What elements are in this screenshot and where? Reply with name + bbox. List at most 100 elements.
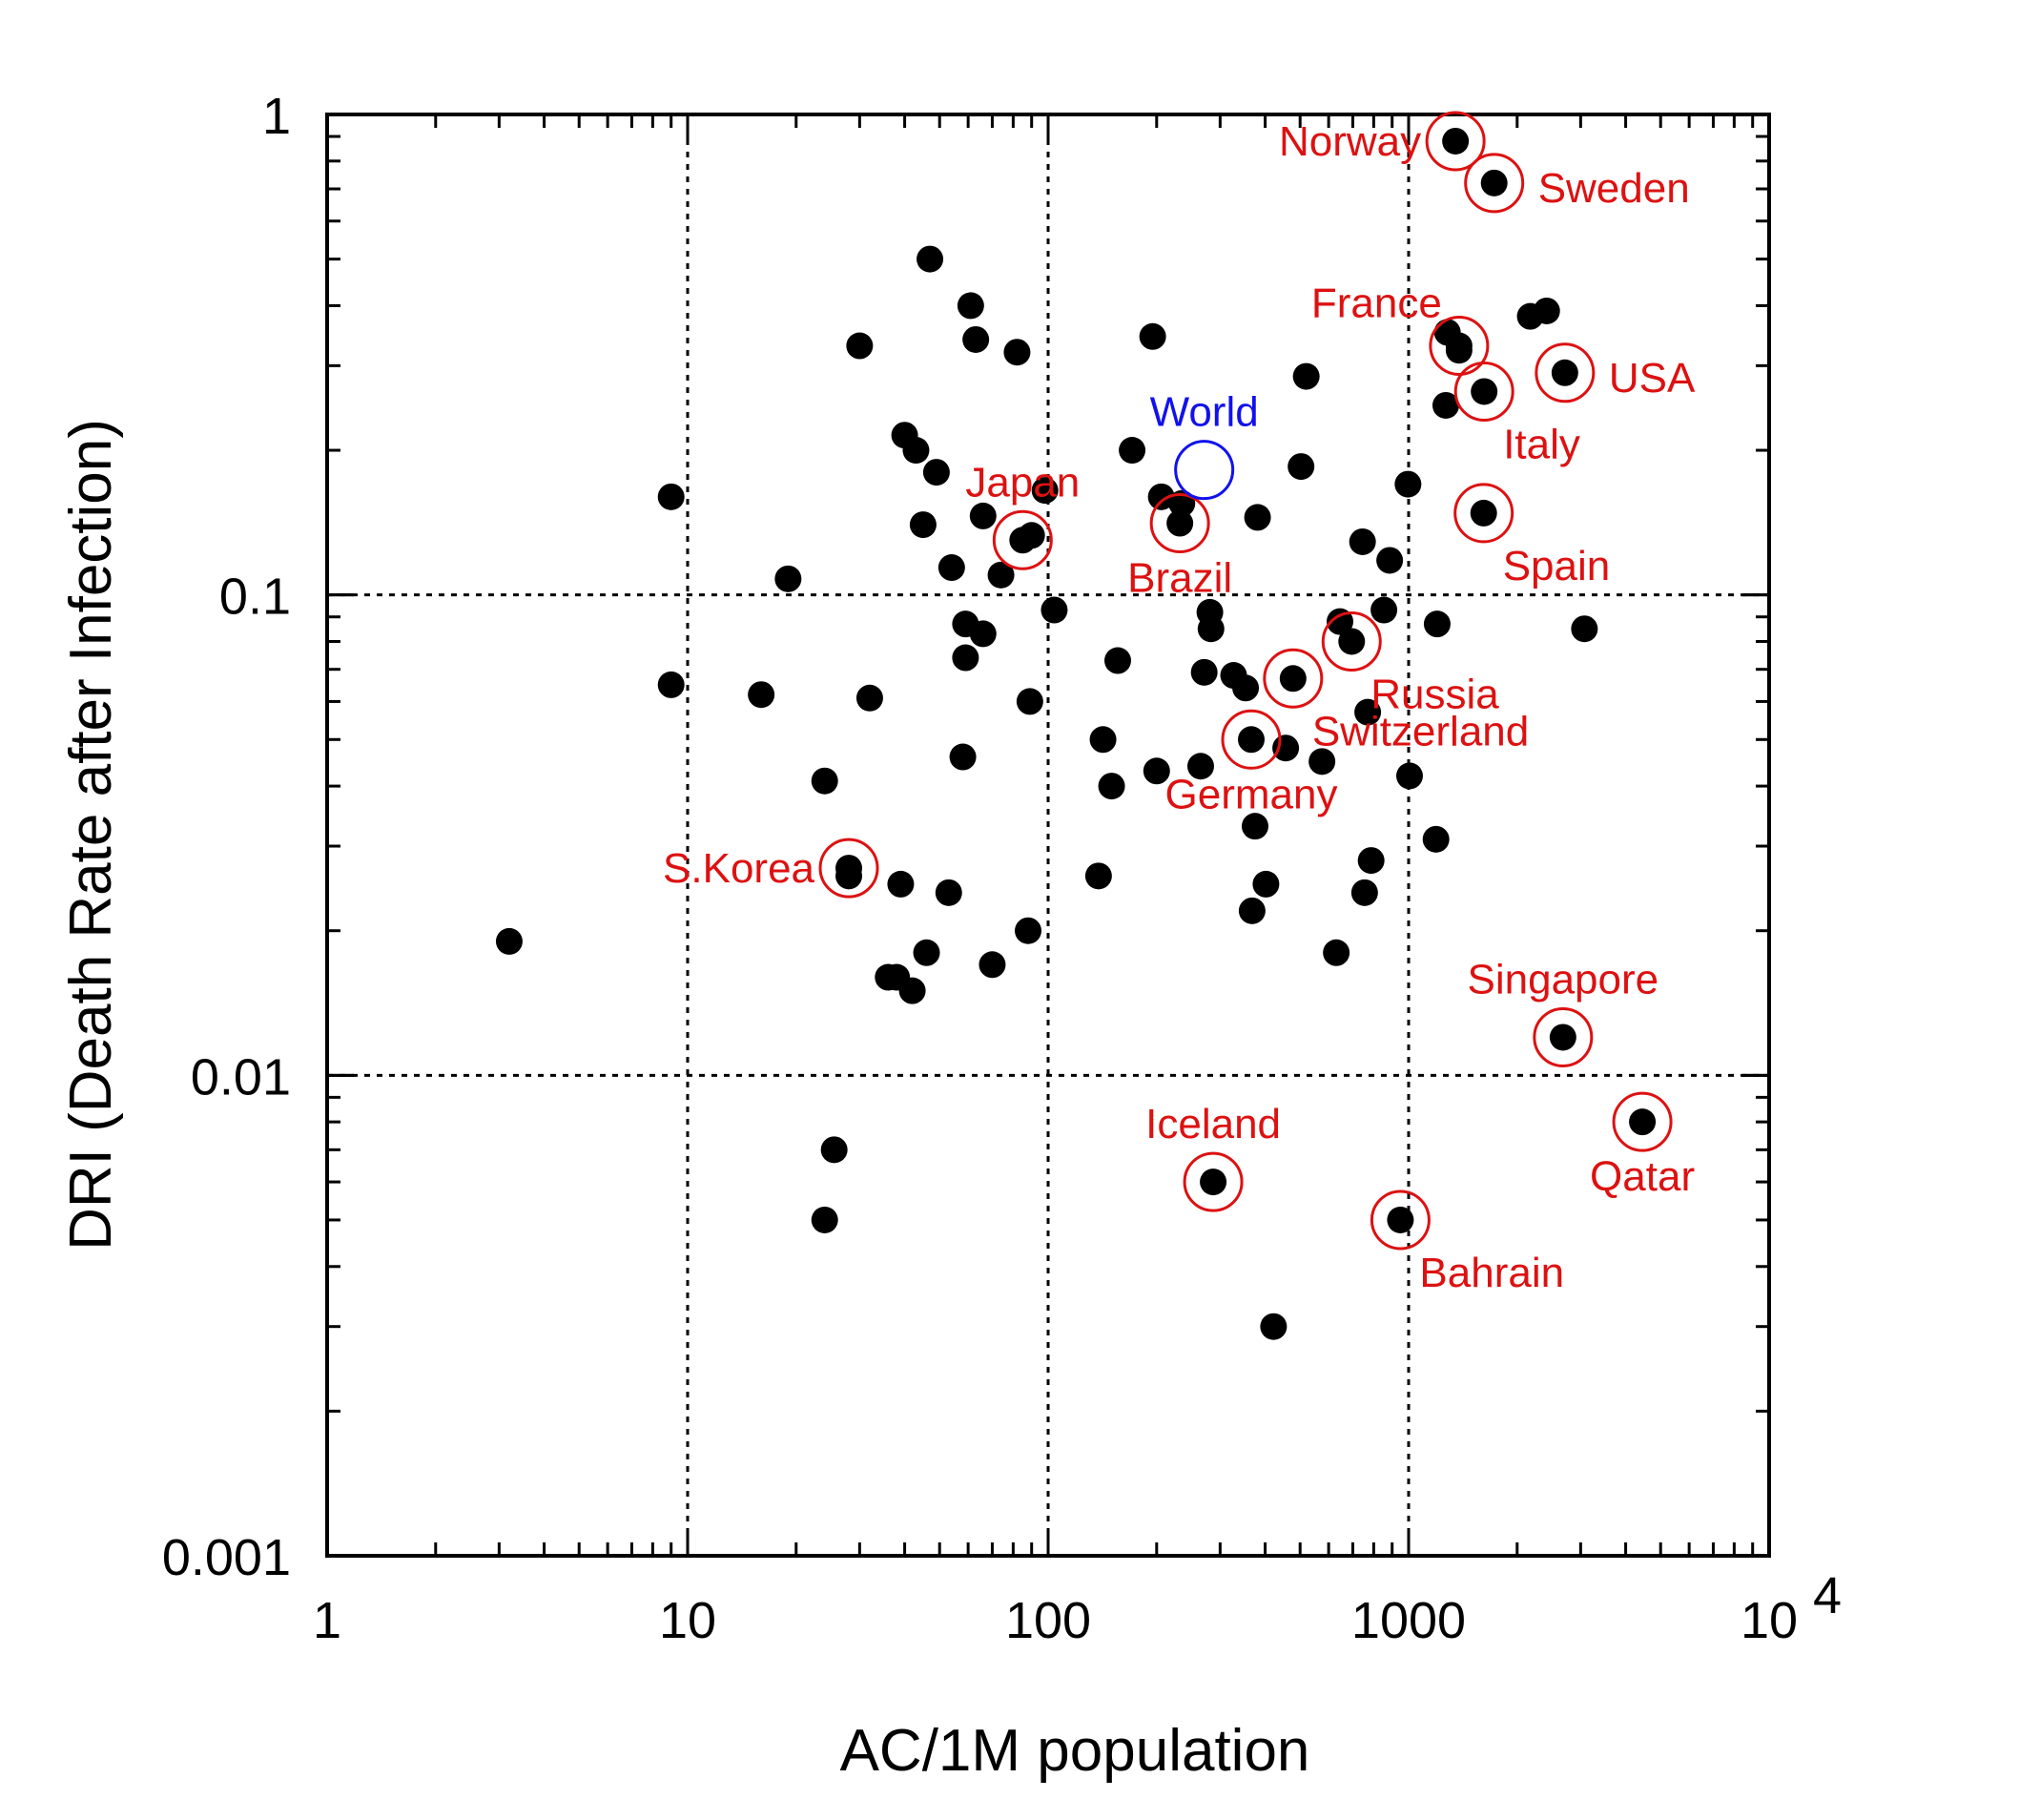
data-point: [1323, 939, 1350, 966]
highlight-ring: [818, 838, 879, 899]
annotation-label: Japan: [965, 459, 1080, 506]
annotation-label: Switzerland: [1312, 708, 1529, 755]
data-point: [957, 292, 984, 320]
data-point: [1147, 483, 1175, 510]
data-point: [1197, 615, 1225, 643]
data-point: [1119, 437, 1146, 465]
data-point: [1241, 813, 1268, 840]
y-tick-labels: 1 0.1 0.01 0.001: [162, 88, 291, 1586]
data-point: [1349, 527, 1376, 555]
data-point: [748, 681, 775, 709]
highlight-ring: [1321, 610, 1382, 672]
data-point: [1422, 825, 1450, 853]
data-point: [1003, 339, 1031, 366]
data-point: [1084, 862, 1112, 890]
highlighted-point: [1166, 509, 1194, 537]
data-point: [979, 951, 1006, 979]
data-point: [949, 743, 977, 771]
data-point: [1244, 504, 1271, 531]
highlighted-point: [1480, 169, 1508, 196]
data-point: [1370, 596, 1398, 624]
data-point: [1031, 477, 1059, 505]
data-point: [1533, 297, 1560, 324]
highlighted-point: [1471, 378, 1498, 405]
highlight-ring: [1429, 316, 1490, 377]
highlighted-point: [1442, 127, 1470, 155]
data-point: [898, 977, 926, 1004]
highlight-ring: [1221, 709, 1282, 770]
data-point: [1327, 608, 1354, 635]
x-tick-label: 1000: [1351, 1592, 1466, 1649]
highlighted-point: [1445, 337, 1473, 364]
highlight-ring: [1263, 648, 1324, 709]
highlight-ring: [1612, 1091, 1673, 1152]
data-point: [969, 620, 997, 648]
highlighted-point: [1629, 1108, 1657, 1136]
highlighted-point: [1018, 522, 1045, 549]
highlighted-point: [835, 855, 863, 882]
data-point: [1098, 773, 1125, 800]
data-point: [1308, 748, 1336, 776]
highlight-ring: [1174, 440, 1235, 501]
highlight-ring: [1464, 153, 1525, 214]
data-point: [1089, 726, 1117, 754]
data-point: [913, 939, 940, 966]
annotation-label: Brazil: [1127, 555, 1232, 602]
y-tick-label: 0.1: [219, 569, 291, 626]
highlighted-point: [1279, 665, 1307, 693]
plot-frame: [325, 113, 1771, 1558]
annotation-label: Singapore: [1468, 956, 1659, 1003]
data-point: [1104, 647, 1132, 674]
data-point: [1376, 547, 1404, 574]
data-point: [1272, 734, 1300, 762]
data-point: [1423, 610, 1451, 638]
x-axis-title: AC/1M population: [840, 1718, 1310, 1784]
annotation-label: Iceland: [1145, 1101, 1281, 1148]
annotation-label: France: [1311, 280, 1442, 327]
data-point: [1143, 757, 1170, 785]
highlight-ring: [1453, 483, 1514, 544]
x-tick-label: 10: [659, 1592, 716, 1649]
data-point: [1190, 658, 1218, 686]
highlight-ring: [1149, 493, 1210, 554]
data-point: [1432, 391, 1459, 419]
data-point: [1015, 917, 1042, 944]
data-point: [962, 325, 990, 353]
annotation-label: Russia: [1370, 671, 1499, 717]
x-tick-label: 100: [1005, 1592, 1091, 1649]
highlighted-point: [1470, 499, 1497, 527]
annotation-label: Sweden: [1538, 165, 1690, 212]
data-point: [1288, 453, 1315, 481]
data-point: [1040, 596, 1068, 624]
data-point: [657, 483, 685, 510]
y-axis-title: DRI (Death Rate after Infection): [58, 419, 124, 1251]
highlighted-point: [1237, 726, 1265, 754]
highlighted-point: [1551, 359, 1578, 386]
x-tick-label: 1: [313, 1592, 341, 1649]
annotation-label: Bahrain: [1419, 1250, 1564, 1296]
annotation-label: Norway: [1279, 118, 1421, 165]
highlighted-point: [1200, 1169, 1227, 1196]
data-point: [1260, 1313, 1288, 1340]
highlight-ring: [1533, 1006, 1594, 1067]
data-point: [1571, 615, 1598, 643]
highlight-ring: [992, 509, 1053, 570]
highlight-ring: [1183, 1151, 1244, 1212]
data-point: [969, 502, 997, 529]
data-point: [1186, 753, 1214, 780]
x-tick-label: 10: [1741, 1592, 1798, 1649]
annotation-label: Germany: [1165, 771, 1338, 817]
data-point: [657, 671, 685, 698]
annotation-label: S.Korea: [663, 845, 815, 892]
data-point: [855, 684, 883, 712]
data-point: [1292, 362, 1320, 390]
data-point: [1252, 870, 1280, 898]
data-point: [887, 870, 915, 898]
data-point: [1357, 847, 1385, 875]
data-point: [922, 459, 950, 486]
data-point: [495, 927, 523, 955]
data-point: [1139, 322, 1166, 350]
data-point: [1238, 897, 1266, 924]
data-point: [1354, 698, 1382, 726]
